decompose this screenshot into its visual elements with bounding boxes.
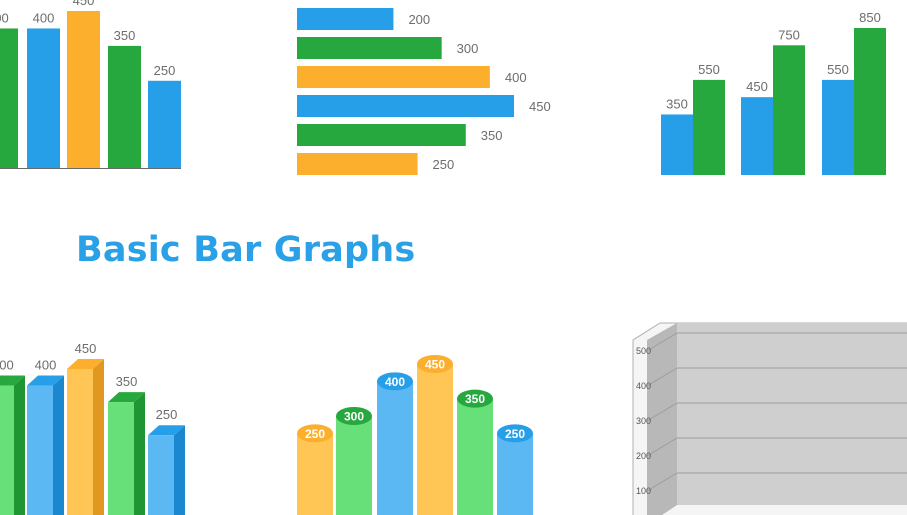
bar bbox=[661, 114, 693, 175]
data-label: 450 bbox=[75, 341, 97, 356]
bar bbox=[148, 80, 181, 168]
bar bbox=[297, 153, 418, 175]
data-label: 00 bbox=[0, 10, 9, 25]
bar bbox=[497, 433, 533, 515]
y-tick-label: 300 bbox=[636, 416, 651, 426]
chart-3d-bars-svg: 00 400 450 350 250 bbox=[0, 341, 185, 515]
data-label: 00 bbox=[0, 358, 14, 373]
data-label: 850 bbox=[859, 10, 881, 25]
bar-top bbox=[0, 375, 25, 386]
bar bbox=[822, 79, 854, 175]
data-label: 350 bbox=[465, 392, 485, 406]
bar bbox=[0, 385, 14, 515]
y-tick-label: 400 bbox=[636, 381, 651, 391]
bar-top bbox=[108, 392, 145, 403]
data-label: 250 bbox=[305, 427, 325, 441]
chart-vertical-bars-svg: 00 400 450 350 250 bbox=[0, 0, 181, 169]
chart-3d-frame: 100 200 300 400 500 bbox=[625, 315, 907, 515]
bar-top bbox=[27, 375, 64, 386]
bar-top bbox=[67, 359, 104, 369]
bar-top bbox=[148, 425, 185, 436]
bar bbox=[108, 402, 134, 515]
chart-cylinder-bars: 250 300 400 450 350 250 bbox=[285, 345, 555, 515]
bar-side bbox=[14, 375, 25, 515]
gridline-side bbox=[646, 402, 678, 422]
bar bbox=[741, 97, 773, 175]
bar bbox=[297, 433, 333, 515]
data-label: 400 bbox=[33, 10, 55, 25]
bar-side bbox=[134, 392, 145, 515]
chart-cylinder-bars-svg: 250 300 400 450 350 250 bbox=[297, 355, 533, 515]
bar bbox=[148, 435, 174, 515]
gridline-side bbox=[646, 437, 678, 457]
bar bbox=[297, 124, 466, 146]
bar-side bbox=[93, 359, 104, 515]
chart-3d-frame-svg: 100 200 300 400 500 bbox=[632, 322, 907, 515]
gridline-side bbox=[646, 472, 678, 492]
bar-cap bbox=[297, 424, 333, 443]
data-label: 450 bbox=[529, 99, 551, 114]
data-label: 400 bbox=[35, 358, 57, 373]
y-tick-label: 100 bbox=[636, 486, 651, 496]
frame-left-wall bbox=[647, 323, 677, 515]
bar bbox=[417, 364, 453, 515]
bar bbox=[67, 369, 93, 515]
data-label: 400 bbox=[505, 70, 527, 85]
bar-cap bbox=[336, 407, 372, 425]
data-label: 550 bbox=[827, 62, 849, 77]
bar bbox=[693, 79, 725, 175]
page-title: Basic Bar Graphs bbox=[76, 230, 416, 270]
data-label: 350 bbox=[481, 128, 503, 143]
data-label: 350 bbox=[666, 96, 688, 111]
data-label: 450 bbox=[425, 358, 445, 372]
data-label: 300 bbox=[344, 410, 364, 424]
chart-3d-bars: 00 400 450 350 250 bbox=[0, 330, 200, 515]
data-label: 250 bbox=[433, 157, 455, 172]
gridline-side bbox=[646, 367, 678, 387]
data-label: 350 bbox=[114, 28, 136, 43]
bar bbox=[0, 28, 18, 169]
data-label: 250 bbox=[156, 407, 178, 422]
chart-grouped-bars-svg: 350 450 550 550 750 850 bbox=[661, 10, 886, 176]
bar bbox=[854, 28, 886, 175]
data-label: 450 bbox=[746, 79, 768, 94]
y-tick-label: 200 bbox=[636, 451, 651, 461]
bar-cap bbox=[457, 389, 493, 408]
bar bbox=[108, 45, 141, 169]
chart-vertical-bars: 00 400 450 350 250 bbox=[0, 0, 200, 175]
bar bbox=[297, 95, 514, 117]
bar bbox=[773, 45, 805, 176]
data-label: 250 bbox=[505, 427, 525, 441]
bar-cap bbox=[377, 372, 413, 391]
frame-back-wall bbox=[677, 323, 907, 505]
data-label: 400 bbox=[385, 375, 405, 389]
bar-side bbox=[53, 375, 64, 515]
data-label: 350 bbox=[116, 374, 138, 389]
bar bbox=[27, 385, 53, 515]
bar bbox=[67, 11, 100, 168]
data-label: 300 bbox=[457, 41, 479, 56]
data-label: 450 bbox=[73, 0, 95, 8]
bar bbox=[377, 381, 413, 515]
data-label: 550 bbox=[698, 62, 720, 77]
bar-cap bbox=[417, 355, 453, 373]
chart-horizontal-bars: 200 300 400 450 350 250 bbox=[290, 0, 580, 180]
data-label: 200 bbox=[408, 12, 430, 27]
bar-side bbox=[174, 425, 185, 515]
gridline-side bbox=[646, 332, 678, 352]
bar bbox=[27, 28, 60, 169]
data-label: 250 bbox=[154, 63, 176, 78]
bar bbox=[336, 416, 372, 515]
bar bbox=[457, 398, 493, 515]
data-label: 750 bbox=[778, 27, 800, 42]
y-tick-label: 500 bbox=[636, 346, 651, 356]
chart-grouped-bars: 350 450 550 550 750 850 bbox=[650, 0, 907, 180]
bar bbox=[297, 66, 490, 88]
bar bbox=[297, 37, 442, 59]
bar bbox=[297, 8, 394, 30]
bar-cap bbox=[497, 424, 533, 443]
